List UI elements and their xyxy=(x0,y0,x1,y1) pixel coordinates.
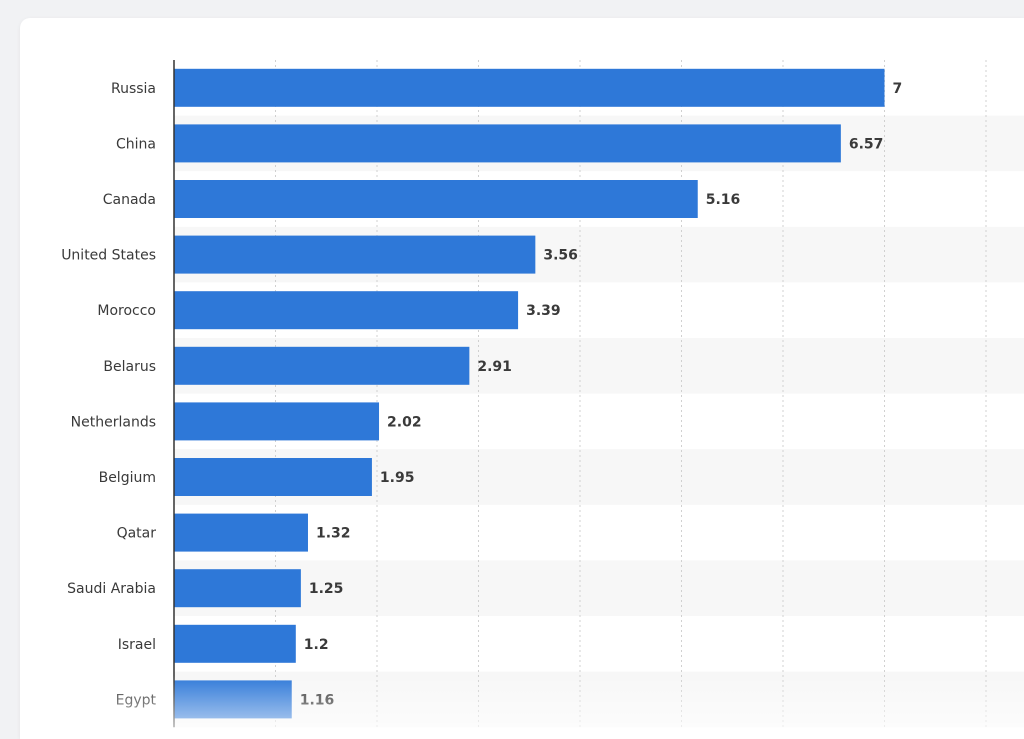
bar xyxy=(174,680,292,719)
row-band xyxy=(174,560,1024,616)
bar xyxy=(174,124,841,163)
value-label: 2.02 xyxy=(387,414,422,430)
value-label: 7 xyxy=(893,81,903,97)
category-label: Morocco xyxy=(97,303,156,319)
category-label: Netherlands xyxy=(71,414,156,430)
bar xyxy=(174,569,301,608)
category-label: Saudi Arabia xyxy=(67,581,156,597)
value-label: 6.57 xyxy=(849,136,884,152)
category-label: Belarus xyxy=(103,359,156,375)
category-label: Belgium xyxy=(99,470,156,486)
bar xyxy=(174,402,380,441)
bar xyxy=(174,291,519,330)
category-label: Egypt xyxy=(116,692,157,708)
bar xyxy=(174,180,698,218)
chart-card: Russia 7 China 6.57 Canada 5.16 United States 3… xyxy=(20,18,1024,739)
value-label: 3.39 xyxy=(526,303,561,319)
value-label: 5.16 xyxy=(706,192,741,208)
value-label: 1.2 xyxy=(304,637,329,653)
category-label: Russia xyxy=(111,81,156,97)
bar xyxy=(174,235,536,274)
value-label: 3.56 xyxy=(543,248,578,264)
value-label: 1.16 xyxy=(300,692,335,708)
bar xyxy=(174,346,470,385)
bar-chart: Russia 7 China 6.57 Canada 5.16 United States 3… xyxy=(61,60,1024,728)
category-label: Canada xyxy=(103,192,156,208)
value-label: 1.32 xyxy=(316,526,351,542)
category-label: China xyxy=(116,136,156,152)
category-label: United States xyxy=(61,248,156,264)
category-label: Qatar xyxy=(117,526,157,542)
bar xyxy=(174,458,372,496)
value-label: 2.91 xyxy=(477,359,512,375)
bar xyxy=(174,624,296,663)
category-label: Israel xyxy=(118,637,156,653)
value-label: 1.25 xyxy=(309,581,344,597)
bar xyxy=(174,68,885,107)
bar xyxy=(174,513,308,552)
value-label: 1.95 xyxy=(380,470,415,486)
